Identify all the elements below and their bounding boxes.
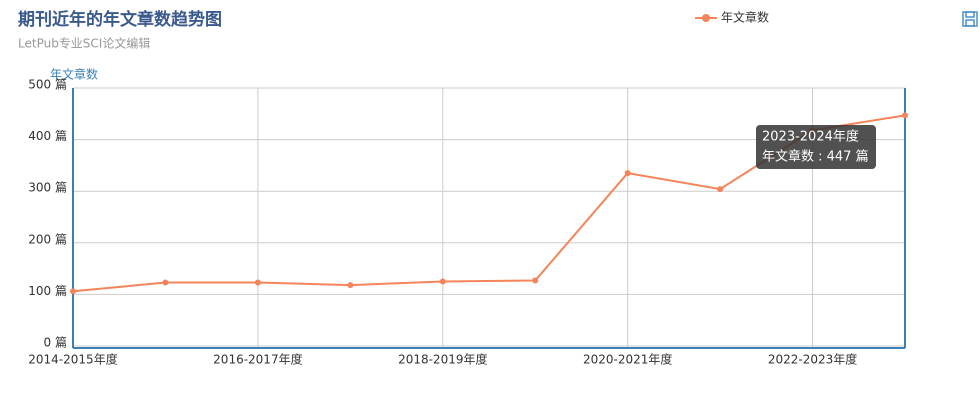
y-axis-label: 年文章数 (50, 67, 98, 82)
x-tick-label: 2016-2017年度 (213, 352, 302, 367)
point (532, 277, 539, 284)
point (439, 278, 446, 285)
tooltip-title: 2023-2024年度 (762, 129, 859, 145)
point (624, 170, 631, 177)
chart-title: 期刊近年的年文章数趋势图 (18, 9, 222, 30)
point (717, 186, 724, 193)
save-icon[interactable] (962, 11, 978, 27)
legend-marker (702, 14, 710, 22)
tooltip-box (756, 125, 876, 169)
point (902, 112, 908, 119)
x-tick-label: 2018-2019年度 (398, 352, 487, 367)
y-tick-label: 400 篇 (28, 128, 67, 143)
point (162, 279, 169, 286)
y-tick-label: 0 篇 (44, 335, 67, 350)
y-tick-label: 300 篇 (28, 180, 67, 195)
y-tick-label: 100 篇 (28, 283, 67, 298)
tooltip-text: 年文章数 : 447 篇 (762, 149, 869, 165)
y-tick-label: 500 篇 (28, 77, 67, 92)
x-tick-label: 2022-2023年度 (768, 352, 857, 367)
point (254, 279, 261, 286)
point (70, 288, 76, 295)
legend-label: 年文章数 (721, 10, 769, 25)
x-tick-label: 2020-2021年度 (583, 352, 672, 367)
chart-subtitle: LetPub专业SCI论文编辑 (18, 36, 150, 51)
x-tick-label: 2014-2015年度 (28, 352, 117, 367)
y-tick-label: 200 篇 (28, 231, 67, 246)
point (347, 282, 354, 289)
